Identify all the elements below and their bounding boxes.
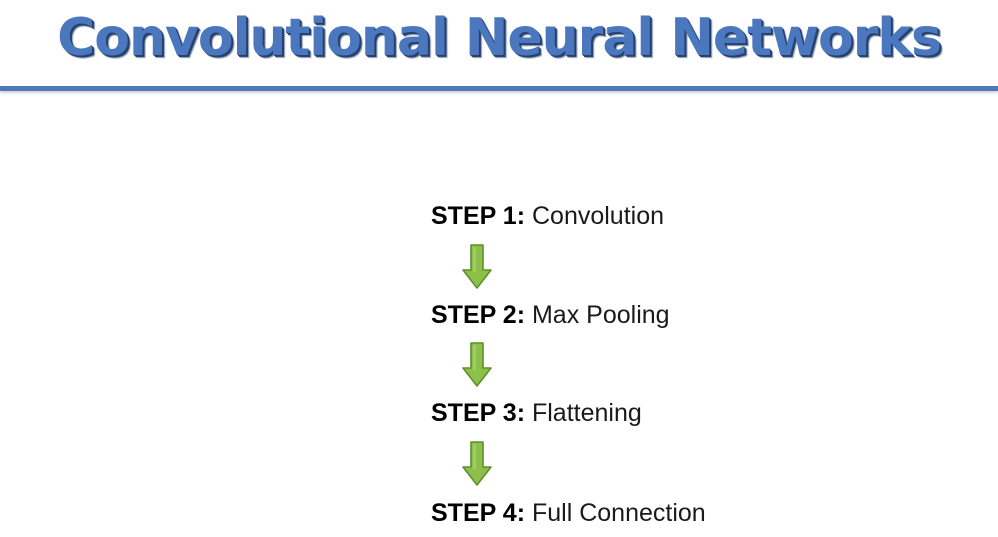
down-arrow-icon (462, 441, 492, 486)
slide-title: Convolutional Neural Networks (57, 8, 942, 68)
step-2: STEP 2: Max Pooling (431, 295, 670, 335)
step-2-separator: : (516, 301, 526, 329)
step-2-label: STEP 2 (431, 301, 517, 329)
down-arrow-icon (462, 342, 492, 387)
step-4-label: STEP 4 (431, 499, 517, 527)
down-arrow-icon (462, 244, 492, 289)
step-1-label: STEP 1 (431, 202, 517, 230)
steps-flow: STEP 1: Convolution STEP 2: Max Pooling … (431, 196, 971, 537)
step-1: STEP 1: Convolution (431, 196, 664, 236)
step-4-text: Full Connection (531, 499, 706, 527)
step-3-text: Flattening (531, 399, 642, 427)
title-divider (0, 86, 998, 91)
step-2-text: Max Pooling (531, 301, 670, 329)
step-1-text: Convolution (531, 202, 665, 230)
step-4: STEP 4: Full Connection (431, 493, 706, 533)
step-1-separator: : (516, 202, 526, 230)
step-3-separator: : (516, 399, 526, 427)
step-3-label: STEP 3 (431, 399, 517, 427)
step-4-separator: : (516, 499, 526, 527)
step-3: STEP 3: Flattening (431, 393, 642, 433)
